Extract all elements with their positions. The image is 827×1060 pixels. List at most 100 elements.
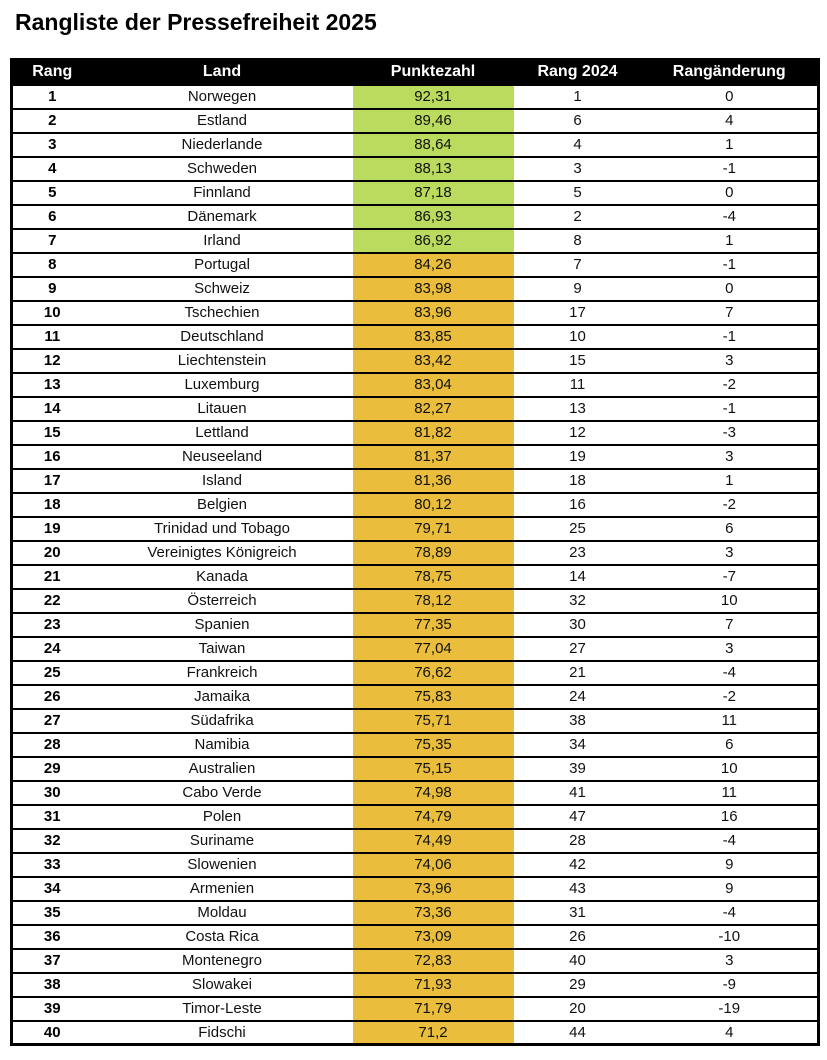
cell-punktezahl: 81,37 — [352, 443, 514, 470]
table-row: 18 Belgien 80,12 16 -2 — [11, 491, 819, 518]
table-row: 15 Lettland 81,82 12 -3 — [11, 419, 819, 446]
cell-rangaenderung: 0 — [641, 83, 819, 110]
cell-rangaenderung: 7 — [641, 299, 819, 326]
cell-rang-2024: 23 — [513, 539, 642, 566]
cell-rangaenderung: 0 — [641, 275, 819, 302]
cell-land: Suriname — [91, 827, 353, 854]
table-row: 32 Suriname 74,49 28 -4 — [11, 827, 819, 854]
cell-land: Slowenien — [91, 851, 353, 878]
cell-land: Montenegro — [91, 947, 353, 974]
column-header-punktezahl: Punktezahl — [352, 59, 514, 85]
cell-rang-2024: 47 — [513, 803, 642, 830]
table-row: 19 Trinidad und Tobago 79,71 25 6 — [11, 515, 819, 542]
table-row: 14 Litauen 82,27 13 -1 — [11, 395, 819, 422]
cell-rang-2024: 16 — [513, 491, 642, 518]
cell-rang-2024: 26 — [513, 923, 642, 950]
cell-rangaenderung: 1 — [641, 467, 819, 494]
cell-rang-2024: 42 — [513, 851, 642, 878]
cell-rang-2024: 15 — [513, 347, 642, 374]
cell-rang: 37 — [11, 947, 92, 974]
cell-land: Kanada — [91, 563, 353, 590]
cell-rangaenderung: -2 — [641, 491, 819, 518]
table-row: 26 Jamaika 75,83 24 -2 — [11, 683, 819, 710]
table-row: 16 Neuseeland 81,37 19 3 — [11, 443, 819, 470]
cell-land: Polen — [91, 803, 353, 830]
table-row: 22 Österreich 78,12 32 10 — [11, 587, 819, 614]
cell-rang-2024: 18 — [513, 467, 642, 494]
table-row: 12 Liechtenstein 83,42 15 3 — [11, 347, 819, 374]
cell-rang: 35 — [11, 899, 92, 926]
cell-punktezahl: 73,36 — [352, 899, 514, 926]
cell-rang-2024: 1 — [513, 83, 642, 110]
cell-rang: 20 — [11, 539, 92, 566]
cell-punktezahl: 77,04 — [352, 635, 514, 662]
cell-rang: 15 — [11, 419, 92, 446]
cell-rang: 16 — [11, 443, 92, 470]
cell-rang-2024: 32 — [513, 587, 642, 614]
cell-rangaenderung: 11 — [641, 779, 819, 806]
cell-rang-2024: 8 — [513, 227, 642, 254]
cell-punktezahl: 83,98 — [352, 275, 514, 302]
cell-land: Luxemburg — [91, 371, 353, 398]
cell-punktezahl: 82,27 — [352, 395, 514, 422]
cell-rang: 22 — [11, 587, 92, 614]
column-header-rangaenderung: Rangänderung — [641, 59, 819, 85]
cell-punktezahl: 89,46 — [352, 107, 514, 134]
table-row: 21 Kanada 78,75 14 -7 — [11, 563, 819, 590]
table-row: 7 Irland 86,92 8 1 — [11, 227, 819, 254]
cell-land: Österreich — [91, 587, 353, 614]
table-row: 39 Timor-Leste 71,79 20 -19 — [11, 995, 819, 1022]
cell-land: Estland — [91, 107, 353, 134]
cell-rang-2024: 3 — [513, 155, 642, 182]
cell-punktezahl: 88,64 — [352, 131, 514, 158]
cell-punktezahl: 75,35 — [352, 731, 514, 758]
page-title: Rangliste der Pressefreiheit 2025 — [15, 9, 377, 35]
cell-rang-2024: 29 — [513, 971, 642, 998]
cell-land: Moldau — [91, 899, 353, 926]
table-row: 6 Dänemark 86,93 2 -4 — [11, 203, 819, 230]
table-row: 1 Norwegen 92,31 1 0 — [11, 83, 819, 110]
cell-rang: 17 — [11, 467, 92, 494]
cell-rangaenderung: -3 — [641, 419, 819, 446]
cell-punktezahl: 83,85 — [352, 323, 514, 350]
table-row: 38 Slowakei 71,93 29 -9 — [11, 971, 819, 998]
cell-rangaenderung: -19 — [641, 995, 819, 1022]
cell-rangaenderung: 7 — [641, 611, 819, 638]
cell-rangaenderung: 3 — [641, 443, 819, 470]
cell-rangaenderung: 4 — [641, 107, 819, 134]
cell-rang: 4 — [11, 155, 92, 182]
cell-rang-2024: 7 — [513, 251, 642, 278]
cell-land: Namibia — [91, 731, 353, 758]
cell-land: Costa Rica — [91, 923, 353, 950]
cell-rang: 34 — [11, 875, 92, 902]
cell-punktezahl: 71,2 — [352, 1019, 514, 1046]
table-row: 25 Frankreich 76,62 21 -4 — [11, 659, 819, 686]
cell-rangaenderung: 9 — [641, 851, 819, 878]
cell-rangaenderung: -2 — [641, 683, 819, 710]
cell-rangaenderung: -7 — [641, 563, 819, 590]
cell-rang: 10 — [11, 299, 92, 326]
cell-land: Finnland — [91, 179, 353, 206]
cell-punktezahl: 71,93 — [352, 971, 514, 998]
cell-punktezahl: 81,82 — [352, 419, 514, 446]
cell-land: Lettland — [91, 419, 353, 446]
cell-punktezahl: 71,79 — [352, 995, 514, 1022]
cell-rang-2024: 31 — [513, 899, 642, 926]
cell-rang-2024: 40 — [513, 947, 642, 974]
table-row: 31 Polen 74,79 47 16 — [11, 803, 819, 830]
cell-land: Schweiz — [91, 275, 353, 302]
cell-rang: 23 — [11, 611, 92, 638]
cell-land: Taiwan — [91, 635, 353, 662]
cell-rang: 8 — [11, 251, 92, 278]
cell-punktezahl: 75,15 — [352, 755, 514, 782]
cell-punktezahl: 75,71 — [352, 707, 514, 734]
table-body: 1 Norwegen 92,31 1 0 2 Estland 89,46 6 4… — [11, 83, 819, 1046]
table-row: 8 Portugal 84,26 7 -1 — [11, 251, 819, 278]
cell-land: Spanien — [91, 611, 353, 638]
cell-punktezahl: 92,31 — [352, 83, 514, 110]
cell-punktezahl: 74,79 — [352, 803, 514, 830]
cell-punktezahl: 73,96 — [352, 875, 514, 902]
cell-punktezahl: 72,83 — [352, 947, 514, 974]
cell-punktezahl: 76,62 — [352, 659, 514, 686]
